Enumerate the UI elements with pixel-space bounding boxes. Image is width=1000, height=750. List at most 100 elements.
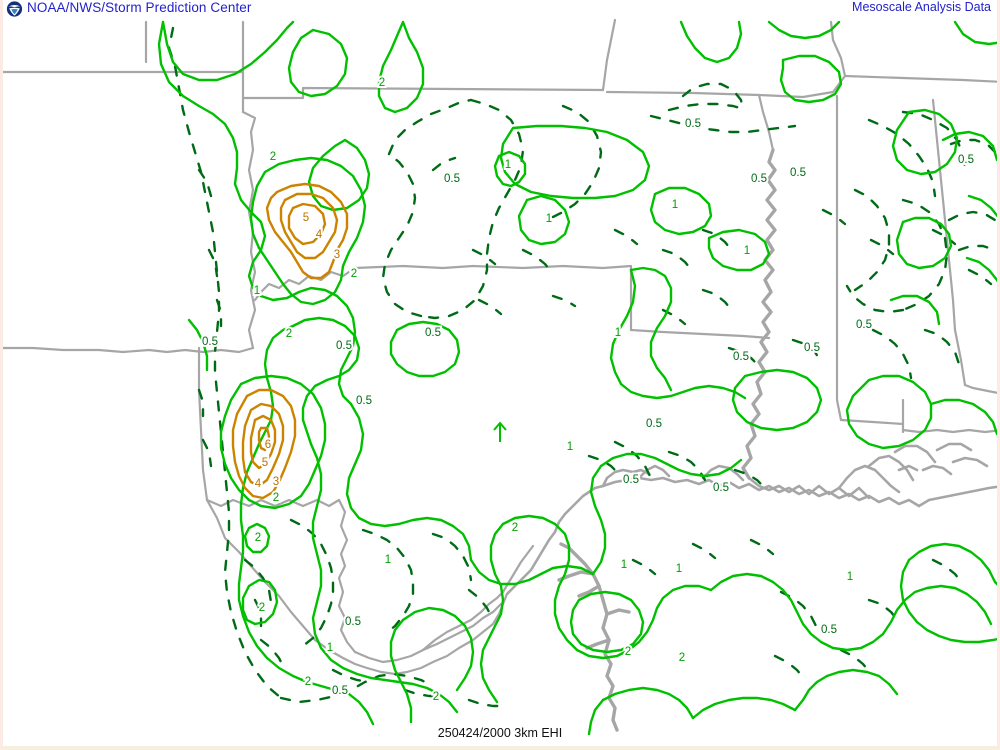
contour-label: 2 [273, 492, 279, 504]
contour-label-halo: 0.5 [856, 319, 872, 331]
contour-label: 0.5 [202, 336, 218, 348]
contour-label-halo: 1 [615, 327, 621, 339]
contour-label: 1 [385, 554, 391, 566]
contour-label: 2 [679, 652, 685, 664]
contour-label-halo: 2 [273, 492, 279, 504]
contour-label-halo: 0.5 [713, 482, 729, 494]
contour-label-halo: 4 [316, 229, 323, 241]
contour-label: 3 [273, 476, 279, 488]
contour-label-halo: 1 [676, 563, 682, 575]
contour-label-halo: 2 [433, 691, 439, 703]
contour-label-halo: 1 [505, 159, 511, 171]
contour-label: 1 [621, 559, 627, 571]
page-title: NOAA/NWS/Storm Prediction Center [27, 0, 252, 15]
contour-label: 2 [351, 268, 357, 280]
contour-label-halo: 0.5 [821, 624, 837, 636]
contour-label-halo: 2 [255, 532, 261, 544]
contour-label: 0.5 [623, 474, 639, 486]
contour-label: 2 [305, 676, 311, 688]
contour-label-halo: 2 [679, 652, 685, 664]
contour-label: 1 [676, 563, 682, 575]
contour-label-halo: 0.5 [733, 351, 749, 363]
dataset-title: Mesoscale Analysis Data [852, 0, 991, 14]
contour-label: 2 [379, 77, 385, 89]
contour-label-halo: 2 [270, 151, 276, 163]
contour-label: 1 [615, 327, 621, 339]
contour-label-halo: 1 [254, 285, 260, 297]
contour-label-halo: 0.5 [356, 395, 372, 407]
contours-orange [231, 182, 349, 500]
contour-label: 0.5 [821, 624, 837, 636]
contour-label-halo: 0.5 [444, 173, 460, 185]
contour-label: 0.5 [332, 685, 348, 697]
contour-label: 0.5 [751, 173, 767, 185]
contour-label: 0.5 [646, 418, 662, 430]
contour-label-halo: 2 [286, 328, 292, 340]
contour-label: 1 [505, 159, 511, 171]
contour-label-halo: 6 [265, 439, 271, 451]
contour-label-halo: 2 [351, 268, 357, 280]
contour-label: 2 [625, 646, 631, 658]
contour-label-halo: 0.5 [336, 340, 352, 352]
contour-label: 0.5 [425, 327, 441, 339]
contour-label: 2 [255, 532, 261, 544]
contours-dashed-0p5 [167, 26, 997, 708]
contour-label-halo: 0.5 [804, 342, 820, 354]
contour-label: 5 [262, 457, 268, 469]
contour-label: 2 [286, 328, 292, 340]
contour-label-halo: 0.5 [790, 167, 806, 179]
contour-label-halo: 1 [847, 571, 853, 583]
contour-label: 1 [847, 571, 853, 583]
contour-label: 0.5 [713, 482, 729, 494]
contour-label: 2 [259, 602, 265, 614]
contour-label-halo: 3 [334, 249, 340, 261]
contour-label: 0.5 [685, 118, 701, 130]
contour-label: 0.5 [733, 351, 749, 363]
contour-label-halo: 1 [567, 441, 573, 453]
contour-label: 3 [334, 249, 340, 261]
contour-label-halo: 1 [672, 199, 678, 211]
contour-label: 0.5 [856, 319, 872, 331]
contour-label-halo: 0.5 [332, 685, 348, 697]
contour-label: 0.5 [790, 167, 806, 179]
contour-label: 1 [254, 285, 260, 297]
contour-label: 1 [546, 213, 552, 225]
contour-label-halo: 0.5 [345, 616, 361, 628]
contour-label: 2 [433, 691, 439, 703]
contour-label-halo: 0.5 [623, 474, 639, 486]
contour-label-halo: 0.5 [425, 327, 441, 339]
contour-label: 0.5 [336, 340, 352, 352]
contour-label: 1 [327, 642, 333, 654]
contour-label-halo: 0.5 [751, 173, 767, 185]
state-boundaries [3, 18, 997, 732]
contour-label: 1 [567, 441, 573, 453]
contour-label-halo: 3 [273, 476, 279, 488]
contour-label: 4 [316, 229, 323, 241]
contour-label-halo: 2 [625, 646, 631, 658]
contour-label: 0.5 [345, 616, 361, 628]
map-caption: 250424/2000 3km EHI [437, 726, 563, 740]
contour-label-halo: 0.5 [958, 154, 974, 166]
contour-label: 6 [265, 439, 271, 451]
contour-label: 0.5 [958, 154, 974, 166]
contour-label-halo: 1 [744, 245, 750, 257]
contour-label-halo: 2 [259, 602, 265, 614]
contours-solid-green [157, 20, 997, 736]
contour-label-halo: 1 [621, 559, 627, 571]
contour-label-halo: 5 [303, 212, 309, 224]
contour-label-halo: 4 [255, 478, 262, 490]
contour-label: 0.5 [804, 342, 820, 354]
contour-label-halo: 0.5 [685, 118, 701, 130]
contour-label-halo: 1 [546, 213, 552, 225]
contour-label-halo: 2 [379, 77, 385, 89]
contour-label-halo: 2 [305, 676, 311, 688]
contour-label-halo: 1 [385, 554, 391, 566]
contour-label-halo: 0.5 [646, 418, 662, 430]
contour-label: 2 [512, 522, 518, 534]
contour-label: 2 [270, 151, 276, 163]
contour-label-halo: 5 [262, 457, 268, 469]
contour-label-halo: 0.5 [202, 336, 218, 348]
noaa-seagull-icon [6, 1, 23, 17]
contour-label: 0.5 [356, 395, 372, 407]
